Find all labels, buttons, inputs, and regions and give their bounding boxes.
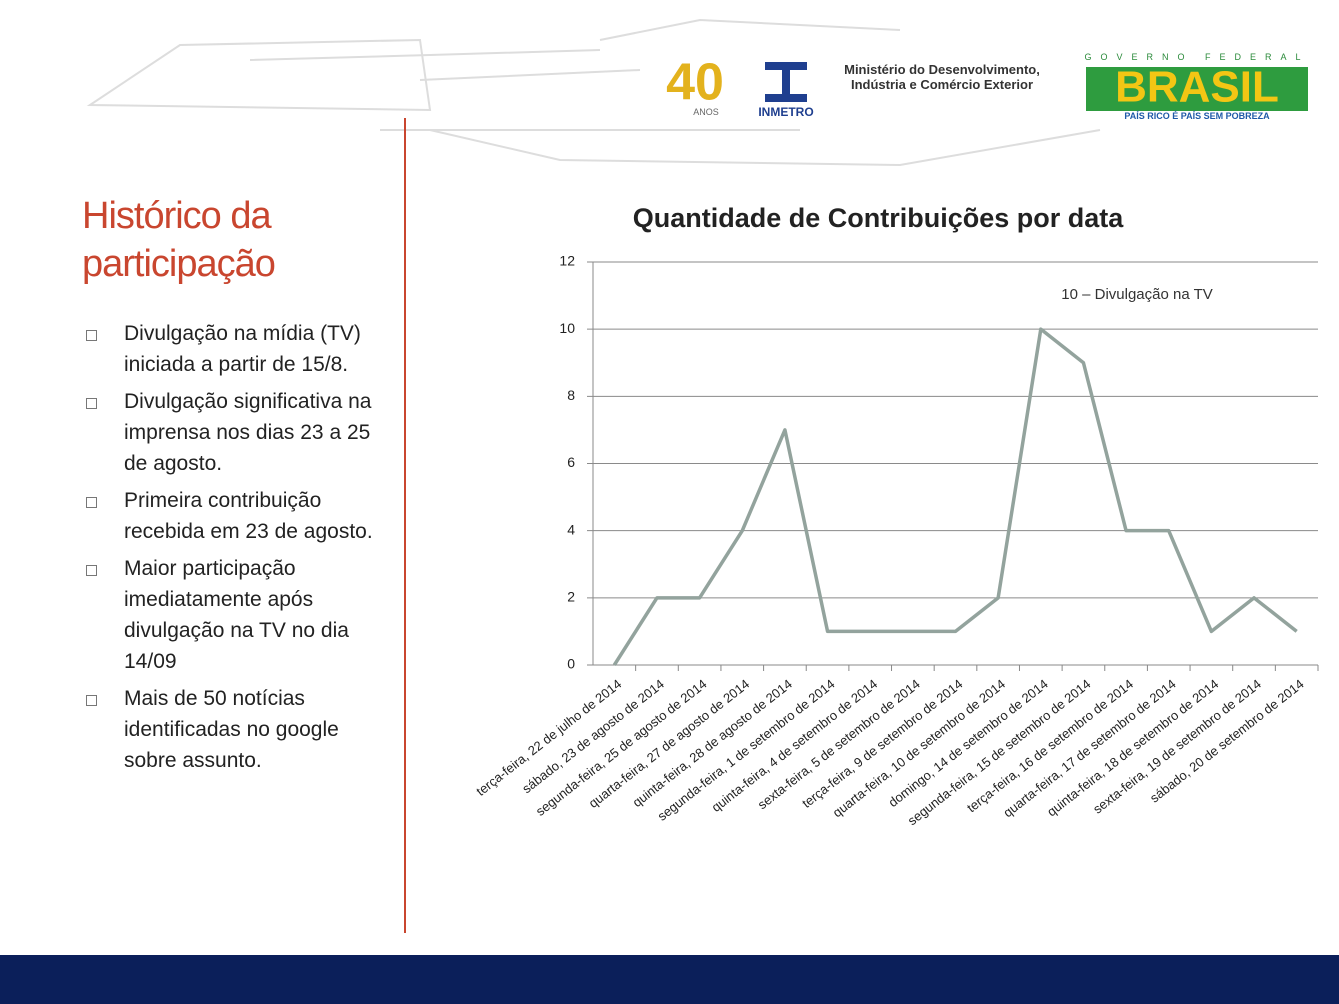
logo-inmetro: INMETRO	[758, 105, 813, 119]
header: 40 ANOS INMETRO Ministério do Desenvolvi…	[86, 18, 1309, 167]
annotation: 10 – Divulgação na TV	[1061, 286, 1213, 303]
y-tick-label: 10	[559, 320, 575, 336]
gov-slogan: PAÍS RICO É PAÍS SEM POBREZA	[1124, 111, 1270, 121]
y-tick-label: 4	[567, 521, 575, 537]
logo-shape	[765, 94, 807, 102]
ministry-box: Ministério do Desenvolvimento, Indústria…	[844, 62, 1040, 92]
chart: Quantidade de Contribuições por data 0 2 4…	[473, 203, 1319, 828]
y-tick-label: 0	[567, 656, 575, 672]
gov-bg	[1086, 67, 1308, 111]
y-tick-label: 8	[567, 387, 575, 403]
gov-top: GOVERNO FEDERAL	[1084, 52, 1309, 62]
y-tick-label: 2	[567, 589, 575, 605]
bullet: Mais de 50 notícias identificadas no goo…	[82, 683, 382, 776]
bullet: Primeira contribuição recebida em 23 de …	[82, 485, 382, 547]
gov-name: BRASIL	[1115, 63, 1279, 112]
logo-40: 40	[666, 54, 724, 112]
bullet: Maior participação imediatamente após di…	[82, 553, 382, 677]
bullet-list: Divulgação na mídia (TV) iniciada a part…	[82, 318, 382, 782]
y-tick-label: 6	[567, 454, 575, 470]
logo-anos: ANOS	[693, 107, 719, 117]
data-line	[612, 327, 1298, 666]
side-title: Histórico da participação	[82, 195, 276, 285]
footer-band	[0, 955, 1339, 1004]
chart-title: Quantidade de Contribuições por data	[633, 203, 1125, 233]
bullet: Divulgação significativa na imprensa nos…	[82, 386, 382, 479]
logo-shape	[782, 70, 790, 94]
ministry: Ministério do Desenvolvimento, Indústria…	[844, 62, 1040, 92]
logo-shape	[765, 62, 807, 70]
building-sketch	[86, 18, 1101, 167]
divider	[404, 118, 406, 933]
bullet: Divulgação na mídia (TV) iniciada a part…	[82, 318, 382, 380]
y-tick-label: 12	[559, 253, 575, 269]
